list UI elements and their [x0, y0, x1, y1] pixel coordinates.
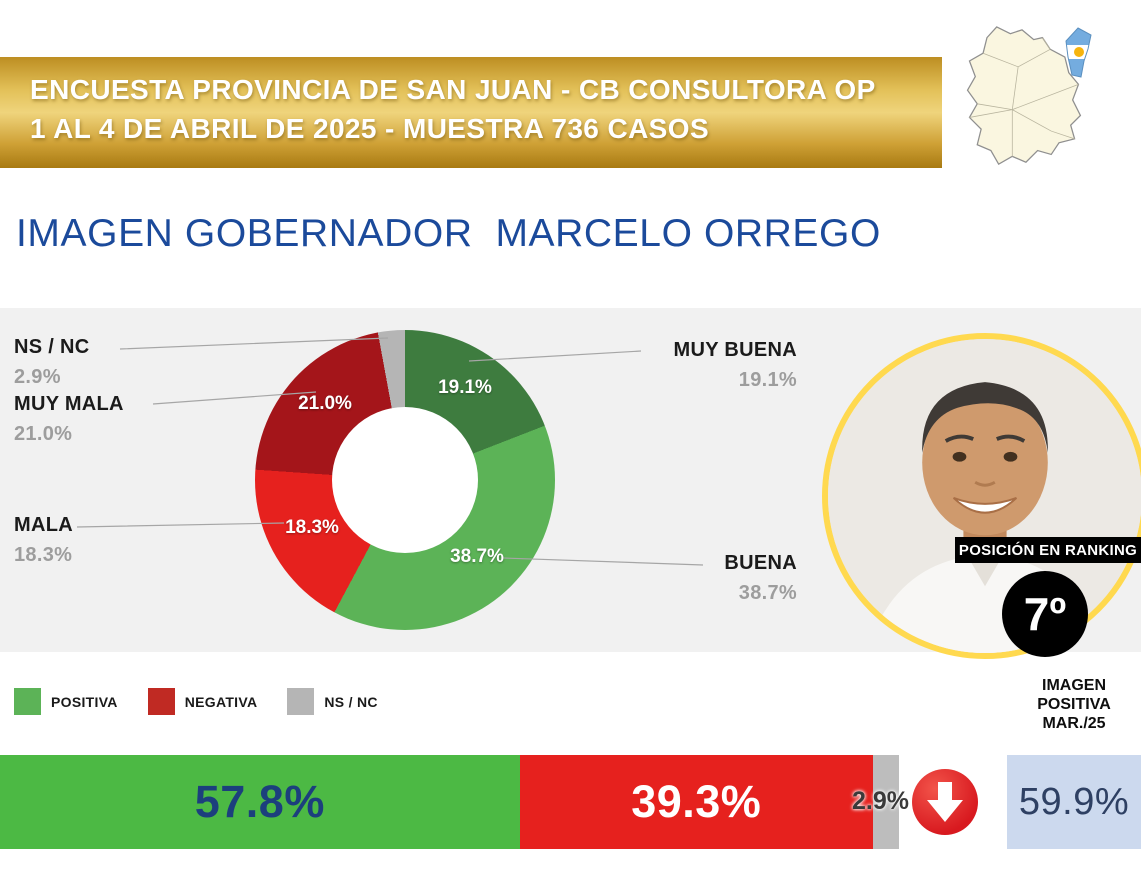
callout-muy-mala: MUY MALA 21.0%: [14, 393, 124, 446]
callout-mala: MALA 18.3%: [14, 514, 73, 567]
governor-photo: [822, 333, 1141, 659]
summary-positive-value: 57.8%: [194, 776, 325, 827]
province-map: [948, 24, 1098, 170]
ranking-banner: POSICIÓN EN RANKING: [955, 537, 1141, 563]
summary-bar-segment-ns-nc: [872, 755, 899, 849]
ranking-position-badge: 7º: [1002, 571, 1088, 657]
ranking-caption-line: MAR./25: [1042, 715, 1106, 733]
header-banner: ENCUESTA PROVINCIA DE SAN JUAN - CB CONS…: [0, 57, 942, 168]
legend-swatch: [147, 688, 175, 715]
donut-hole: [332, 407, 478, 553]
argentina-flag-icon: [1060, 27, 1100, 79]
page-title: IMAGEN GOBERNADOR MARCELO ORREGO: [16, 212, 881, 255]
legend-swatch: [287, 688, 315, 715]
summary-bar-segment-negativa: 39.3%: [519, 755, 873, 849]
slice-value-muy-mala: 21.0%: [298, 393, 352, 414]
callout-muy-buena: MUY BUENA 19.1%: [674, 339, 797, 392]
legend-label: NEGATIVA: [184, 693, 258, 710]
legend-item-negativa: NEGATIVA: [147, 688, 288, 715]
slice-value-buena: 38.7%: [450, 546, 504, 567]
callout-percent: 18.3%: [14, 544, 73, 566]
trend-down-icon: [912, 769, 978, 835]
header-line-2: 1 AL 4 DE ABRIL DE 2025 - MUESTRA 736 CA…: [30, 112, 710, 144]
governor-avatar-illustration: [828, 339, 1141, 653]
legend-item-ns-nc: NS / NC: [287, 688, 407, 715]
callout-label: MUY BUENA: [673, 339, 797, 361]
chart-legend: POSITIVA NEGATIVA NS / NC: [14, 688, 408, 715]
summary-bar: 57.8% 39.3%: [0, 755, 899, 849]
callout-percent: 19.1%: [738, 369, 797, 391]
legend-item-positiva: POSITIVA: [14, 688, 148, 715]
header-line-1: ENCUESTA PROVINCIA DE SAN JUAN - CB CONS…: [30, 74, 876, 105]
callout-buena: BUENA 38.7%: [724, 552, 797, 605]
positive-image-value-box: 59.9%: [1007, 755, 1141, 849]
slice-value-muy-buena: 19.1%: [438, 377, 492, 398]
ranking-caption-line: IMAGEN: [1042, 677, 1106, 694]
callout-percent: 2.9%: [14, 366, 61, 388]
callout-label: MUY MALA: [14, 393, 124, 415]
callout-label: BUENA: [724, 552, 797, 574]
summary-bar-segment-positiva: 57.8%: [0, 755, 520, 849]
callout-label: NS / NC: [14, 336, 90, 358]
legend-label: POSITIVA: [51, 693, 118, 710]
callout-percent: 38.7%: [738, 582, 797, 604]
callout-percent: 21.0%: [14, 423, 73, 445]
callout-label: MALA: [14, 514, 73, 536]
legend-swatch: [14, 688, 41, 715]
summary-nsnc-value: 2.9%: [852, 787, 909, 815]
legend-label: NS / NC: [324, 693, 378, 710]
callout-ns-nc: NS / NC 2.9%: [14, 336, 89, 389]
ranking-caption: IMAGEN POSITIVA MAR./25: [1000, 676, 1141, 734]
ranking-caption-line: POSITIVA: [1037, 696, 1111, 714]
slice-value-mala: 18.3%: [285, 517, 339, 538]
summary-negative-value: 39.3%: [631, 776, 762, 827]
